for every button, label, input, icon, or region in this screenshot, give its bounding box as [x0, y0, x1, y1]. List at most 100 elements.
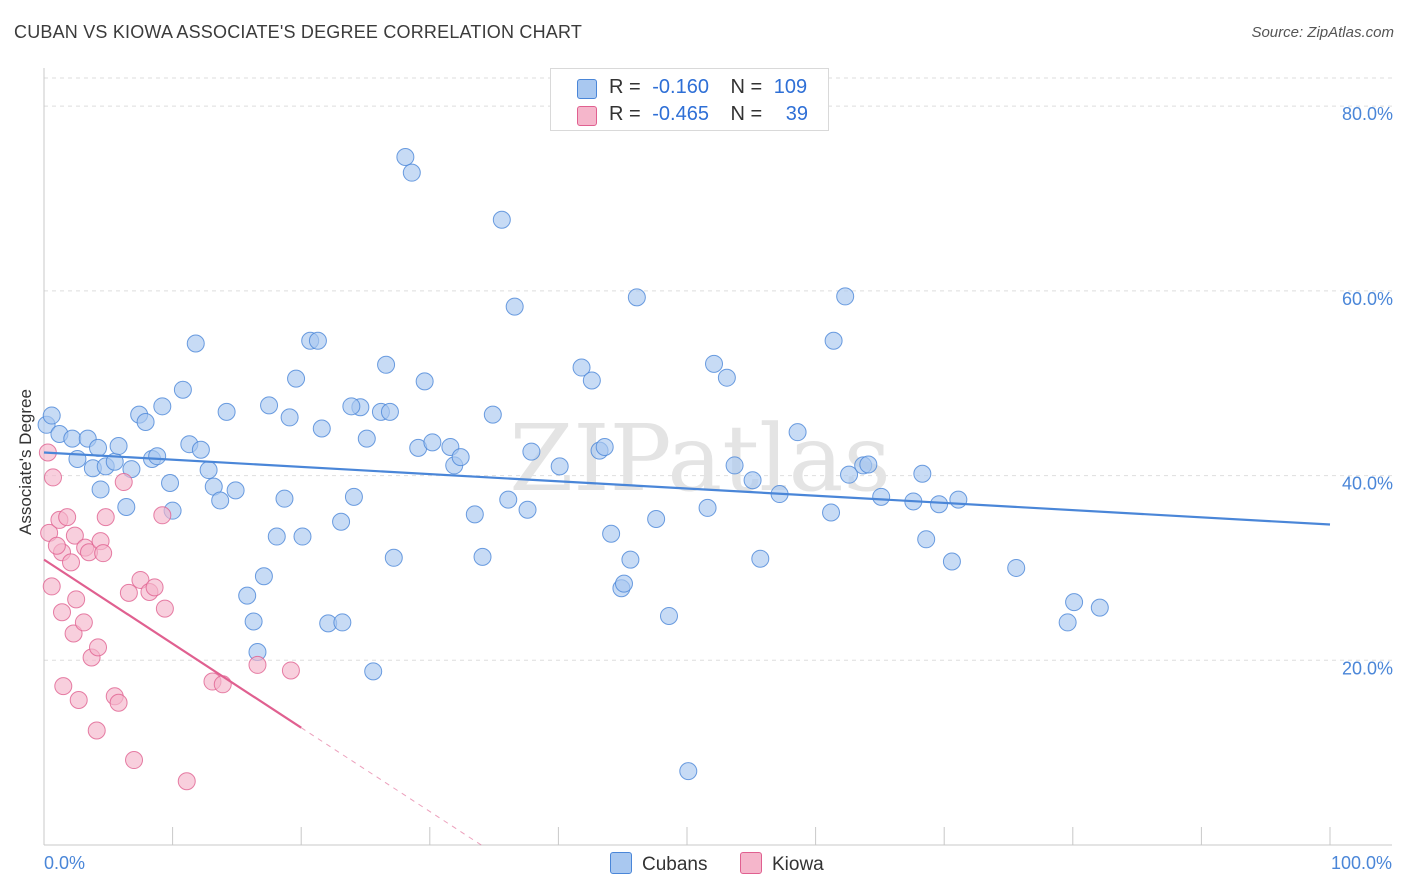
- legend-r-label: R =: [609, 103, 641, 125]
- cubans-point: [244, 612, 263, 631]
- cubans-point: [211, 491, 230, 510]
- cubans-point: [109, 437, 128, 456]
- watermark: ZIPatlas: [509, 405, 890, 512]
- cubans-point: [930, 495, 949, 514]
- cubans-point: [380, 402, 399, 421]
- kiowa-point: [125, 751, 144, 770]
- kiowa-legend-label: Kiowa: [772, 854, 824, 875]
- kiowa-point: [42, 577, 61, 596]
- cubans-point: [42, 406, 61, 425]
- cubans-point: [117, 497, 136, 516]
- cubans-point: [364, 662, 383, 681]
- legend-r-label: R =: [609, 76, 641, 98]
- cubans-point: [705, 354, 724, 373]
- cubans-point: [505, 297, 524, 316]
- cubans-point: [492, 210, 511, 229]
- cubans-point: [647, 509, 666, 528]
- legend-n-value: 39: [785, 103, 809, 125]
- y-tick-label: 60.0%: [1342, 289, 1393, 309]
- cubans-point: [332, 512, 351, 531]
- cubans-point: [942, 552, 961, 571]
- kiowa-point: [94, 544, 113, 563]
- cubans-point: [344, 487, 363, 506]
- kiowa-point: [69, 691, 88, 710]
- cubans-point: [217, 402, 236, 421]
- legend-n-value: 109: [773, 76, 808, 98]
- cubans-point: [254, 567, 273, 586]
- cubans-point: [836, 287, 855, 306]
- kiowa-swatch: [577, 106, 597, 126]
- legend-n-label: N =: [730, 76, 763, 98]
- kiowa-point: [114, 473, 133, 492]
- trend-layer: [43, 451, 1331, 846]
- cubans-point: [840, 465, 859, 484]
- kiowa-point: [145, 578, 164, 597]
- cubans-point: [136, 413, 155, 432]
- cubans-point: [308, 331, 327, 350]
- cubans-point: [384, 548, 403, 567]
- cubans-point: [342, 397, 361, 416]
- kiowa-point: [44, 468, 63, 487]
- bottom-legend-kiowa: Kiowa: [740, 852, 824, 876]
- cubans-point: [293, 527, 312, 546]
- cubans-point: [396, 147, 415, 166]
- cubans-point: [89, 438, 108, 457]
- kiowa-point: [96, 508, 115, 527]
- cubans-point: [1007, 558, 1026, 577]
- kiowa-point: [53, 603, 72, 622]
- cubans-point: [63, 429, 82, 448]
- cubans-swatch: [577, 79, 597, 99]
- cubans-point: [917, 530, 936, 549]
- kiowa-point: [109, 693, 128, 712]
- cubans-point: [872, 487, 891, 506]
- kiowa-trend-extension: [300, 727, 482, 846]
- cubans-point: [949, 490, 968, 509]
- x-tick-label-min: 0.0%: [44, 853, 85, 873]
- kiowa-point: [64, 624, 83, 643]
- cubans-point: [1058, 613, 1077, 632]
- cubans-point: [287, 369, 306, 388]
- cubans-point: [333, 613, 352, 632]
- kiowa-point: [47, 536, 66, 555]
- correlation-legend: R = -0.160 N = 109 R = -0.465 N = 39: [550, 68, 829, 131]
- cubans-point: [824, 331, 843, 350]
- kiowa-legend-swatch: [740, 852, 762, 874]
- cubans-point: [614, 574, 633, 593]
- cubans-legend-label: Cubans: [642, 854, 708, 875]
- cubans-point: [423, 433, 442, 452]
- cubans-point: [572, 358, 591, 377]
- cubans-point: [522, 442, 541, 461]
- y-tick-label: 80.0%: [1342, 104, 1393, 124]
- cubans-point: [312, 419, 331, 438]
- cubans-point: [153, 397, 172, 416]
- kiowa-point: [248, 655, 267, 674]
- kiowa-point: [153, 506, 172, 525]
- cubans-point: [725, 456, 744, 475]
- cubans-point: [191, 440, 210, 459]
- cubans-point: [199, 461, 218, 480]
- chart-title: CUBAN VS KIOWA ASSOCIATE'S DEGREE CORREL…: [14, 22, 583, 42]
- points-layer: [37, 147, 1109, 791]
- kiowa-point: [119, 583, 138, 602]
- source-label: Source: ZipAtlas.com: [1251, 24, 1394, 41]
- cubans-point: [238, 586, 257, 605]
- cubans-point: [483, 405, 502, 424]
- cubans-point: [1090, 598, 1109, 617]
- tick-label-layer: 20.0% 40.0% 60.0% 80.0% 0.0% 100.0%: [44, 104, 1393, 873]
- cubans-point: [550, 457, 569, 476]
- cubans-point: [280, 408, 299, 427]
- cubans-point: [377, 355, 396, 374]
- cubans-point: [717, 368, 736, 387]
- cubans-point: [186, 334, 205, 353]
- cubans-point: [627, 288, 646, 307]
- kiowa-point: [131, 570, 150, 589]
- cubans-point: [267, 527, 286, 546]
- kiowa-point: [67, 590, 86, 609]
- cubans-point: [148, 447, 167, 466]
- y-tick-label: 40.0%: [1342, 474, 1393, 494]
- cubans-point: [595, 437, 614, 456]
- legend-r-value: -0.465: [652, 103, 709, 125]
- x-tick-label-max: 100.0%: [1331, 853, 1392, 873]
- cubans-point: [260, 396, 279, 415]
